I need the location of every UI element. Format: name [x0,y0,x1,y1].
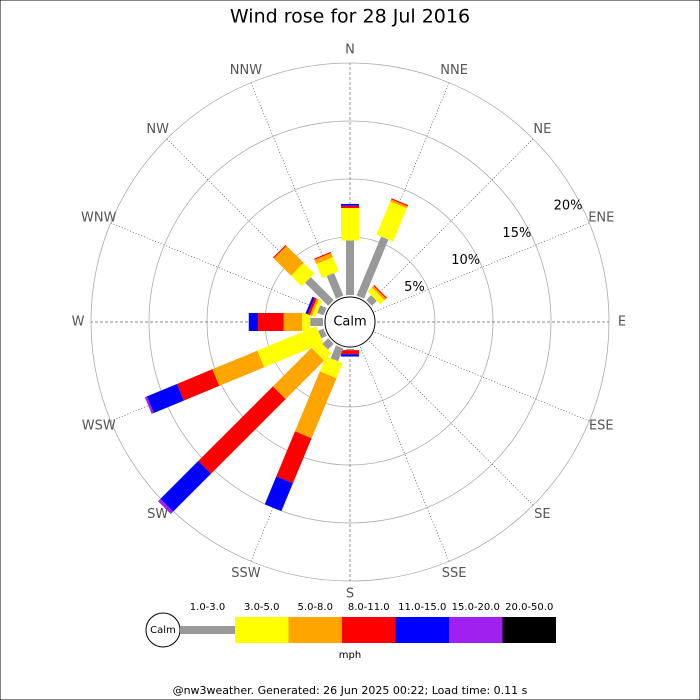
wind-bar-segment [317,305,327,316]
legend-swatch [288,617,342,643]
y-tick-label: 10% [451,253,480,268]
wind-bar-segment [144,396,154,414]
wind-bar-segment [302,313,311,331]
legend-calm-label: Calm [150,625,176,636]
wind-bar-segment [294,371,337,439]
wind-bar-segment [310,318,324,326]
wind-bar-segment [371,285,387,301]
calm-circle [324,296,376,348]
wind-bar-segment [305,296,315,315]
wind-bar-segment [212,350,265,386]
wind-bar-segment [346,349,354,351]
wind-bar-segment [356,236,389,299]
wind-bar-segment [276,431,312,484]
y-tick-label: 5% [404,280,425,295]
direction-label: S [346,587,354,602]
direction-label: NE [533,122,551,137]
wind-bar-segment [272,347,325,400]
wind-bar-segment [390,199,408,209]
direction-label: N [345,43,355,58]
wind-bar-segment [305,277,334,306]
wind-bar-segment [346,240,354,295]
legend-swatch [449,617,503,643]
direction-label: W [72,315,85,330]
wind-bar-segment [319,356,343,379]
wind-bar-segment [366,295,377,306]
wind-bar-segment [290,262,315,287]
direction-label: ESE [589,419,614,434]
direction-label: SW [147,507,168,522]
direction-label: NW [146,122,169,137]
legend-label: 8.0-11.0 [348,602,390,613]
direction-label: NNE [440,63,468,78]
direction-label: E [618,315,626,330]
wind-bar-segment [330,345,344,362]
calm-label: Calm [333,315,366,330]
wind-bar-segment [341,203,359,206]
legend-swatch [180,626,235,634]
wind-bar-segment [341,205,359,208]
wind-bar-segment [273,245,304,276]
direction-label: SSE [442,566,467,581]
wind-bar-segment [264,476,293,512]
direction-label: WNW [81,210,117,225]
wind-bar-segment [314,251,332,260]
legend-label: 20.0-50.0 [505,602,553,613]
legend-swatch [395,617,449,643]
wind-bar-segment [283,313,303,331]
direction-label: NNW [230,63,262,78]
wind-bar-segment [258,313,284,331]
wind-bar-segment [198,386,286,474]
wind-bar-segment [391,198,409,207]
y-tick-label: 15% [502,226,531,241]
legend-label: 15.0-20.0 [452,602,500,613]
legend-label: 11.0-15.0 [398,602,446,613]
wind-bar-segment [314,252,333,265]
grid-ring [148,120,552,524]
wind-bar-segment [248,313,259,331]
wind-bar-segment [146,383,184,414]
direction-label: SSW [231,566,261,581]
wind-bar-segment [316,257,339,278]
wind-bar-segment [158,498,174,514]
wind-bar-segment [160,461,211,512]
y-tick-label: 20% [554,199,583,214]
wind-bar-segment [176,369,220,401]
footer: @nw3weather. Generated: 26 Jun 2025 00:2… [173,684,528,697]
wind-bar-segment [373,285,387,299]
unit-label: mph [339,650,361,661]
wind-bar-segment [272,244,287,259]
direction-label: WSW [82,419,116,434]
legend-label: 5.0-8.0 [298,602,333,613]
direction-label: SE [534,507,550,522]
wind-bar-segment [311,299,323,318]
direction-label: ENE [588,210,614,225]
legend-label: 3.0-5.0 [244,602,279,613]
wind-bar-segment [376,201,407,242]
wind-bar-segment [322,338,334,350]
wind-bar-segment [257,326,324,368]
wind-bar-segment [318,328,327,339]
wind-bar-segment [326,273,344,299]
wind-bar-segment [309,298,319,316]
chart-title: Wind rose for 28 Jul 2016 [230,6,470,28]
wind-bar-segment [341,350,359,355]
legend-swatch [235,617,289,643]
legend-swatch [502,617,556,643]
wind-bar-segment [341,208,359,241]
wind-bar-segment [307,297,317,316]
legend-label: 1.0-3.0 [190,602,225,613]
legend-swatch [342,617,396,643]
wind-bar-segment [341,354,359,357]
wind-bar-segment [367,287,385,305]
